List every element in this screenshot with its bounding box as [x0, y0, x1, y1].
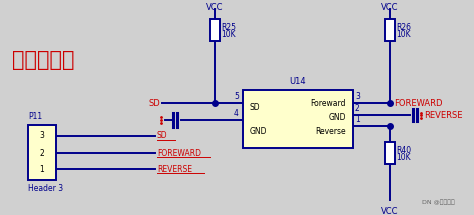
Text: FOREWARD: FOREWARD — [394, 98, 443, 108]
Text: 1: 1 — [40, 164, 45, 174]
Text: Reverse: Reverse — [315, 127, 346, 137]
Text: 4: 4 — [234, 109, 239, 118]
Text: 2: 2 — [40, 149, 45, 158]
Text: DN @电子笔记: DN @电子笔记 — [422, 199, 455, 205]
Bar — [385, 142, 395, 164]
Text: 2: 2 — [355, 104, 360, 113]
Text: VCC: VCC — [381, 207, 399, 215]
Bar — [385, 19, 395, 41]
Text: REVERSE: REVERSE — [424, 111, 463, 120]
Text: VCC: VCC — [381, 3, 399, 12]
Bar — [210, 19, 220, 41]
Text: 10K: 10K — [396, 30, 410, 39]
Text: 5: 5 — [234, 92, 239, 101]
Text: SD: SD — [157, 132, 168, 140]
Bar — [243, 90, 353, 148]
Text: 旋转编码器: 旋转编码器 — [12, 50, 74, 70]
Text: FOREWARD: FOREWARD — [157, 149, 201, 158]
Text: GND: GND — [328, 112, 346, 121]
Text: R25: R25 — [221, 23, 236, 32]
Text: P11: P11 — [28, 112, 42, 121]
Text: REVERSE: REVERSE — [157, 164, 192, 174]
Text: 1: 1 — [355, 115, 360, 124]
Text: R40: R40 — [396, 146, 411, 155]
Bar — [28, 125, 56, 180]
Text: VCC: VCC — [206, 3, 224, 12]
Text: U14: U14 — [290, 77, 306, 86]
Text: R26: R26 — [396, 23, 411, 32]
Text: GND: GND — [250, 127, 267, 137]
Text: Header 3: Header 3 — [28, 184, 63, 193]
Text: 10K: 10K — [221, 30, 236, 39]
Text: 3: 3 — [355, 92, 360, 101]
Text: SD: SD — [148, 98, 160, 108]
Text: Foreward: Foreward — [310, 98, 346, 108]
Text: 10K: 10K — [396, 153, 410, 162]
Text: 3: 3 — [39, 132, 45, 140]
Text: SD: SD — [250, 103, 261, 112]
